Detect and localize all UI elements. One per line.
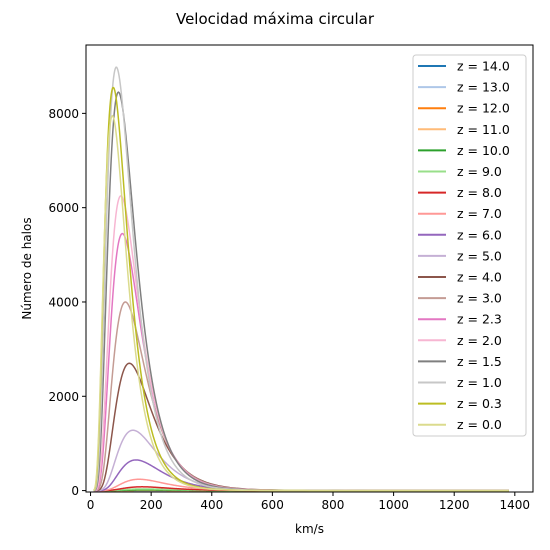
y-axis-label: Número de halos <box>20 217 34 319</box>
legend-label-17: z = 0.0 <box>457 417 502 432</box>
legend-label-1: z = 13.0 <box>457 80 510 95</box>
chart-title: Velocidad máxima circular <box>176 10 375 28</box>
series-line-17 <box>93 114 509 492</box>
x-tick-label-7: 1400 <box>500 498 531 512</box>
plot-frame <box>85 44 534 493</box>
x-tick-label-1: 200 <box>140 498 163 512</box>
x-tick-label-4: 800 <box>322 498 345 512</box>
x-tick-label-0: 0 <box>87 498 95 512</box>
legend-label-6: z = 8.0 <box>457 185 502 200</box>
x-axis-label: km/s <box>295 522 324 536</box>
legend-label-7: z = 7.0 <box>457 206 502 221</box>
legend-label-3: z = 11.0 <box>457 122 510 137</box>
legend-label-15: z = 1.0 <box>457 375 502 390</box>
y-ticks: 0 2000 4000 6000 8000 <box>48 107 86 498</box>
legend-label-2: z = 12.0 <box>457 101 510 116</box>
plot-lines <box>93 66 509 492</box>
y-tick-label-3: 6000 <box>48 201 79 215</box>
legend-label-14: z = 1.5 <box>457 354 502 369</box>
legend-label-11: z = 3.0 <box>457 291 502 306</box>
y-tick-label-0: 0 <box>71 484 79 498</box>
legend-label-16: z = 0.3 <box>457 396 502 411</box>
legend: z = 14.0 z = 13.0 z = 12.0 z = 11.0 z = 10.0… <box>412 54 527 437</box>
x-ticks: 0 200 400 600 800 1000 1200 1400 <box>87 492 530 512</box>
y-tick-label-2: 4000 <box>48 295 79 309</box>
legend-label-12: z = 2.3 <box>457 312 502 327</box>
x-tick-label-5: 1000 <box>378 498 409 512</box>
x-tick-label-6: 1200 <box>439 498 470 512</box>
y-tick-label-4: 8000 <box>48 107 79 121</box>
x-tick-label-3: 600 <box>261 498 284 512</box>
legend-label-4: z = 10.0 <box>457 143 510 158</box>
legend-label-0: z = 14.0 <box>457 59 510 74</box>
x-tick-label-2: 400 <box>200 498 223 512</box>
legend-label-5: z = 9.0 <box>457 164 502 179</box>
series-line-8 <box>93 459 509 492</box>
legend-label-9: z = 5.0 <box>457 248 502 263</box>
y-tick-label-1: 2000 <box>48 390 79 404</box>
legend-label-13: z = 2.0 <box>457 333 502 348</box>
legend-label-10: z = 4.0 <box>457 270 502 285</box>
legend-label-8: z = 6.0 <box>457 227 502 242</box>
